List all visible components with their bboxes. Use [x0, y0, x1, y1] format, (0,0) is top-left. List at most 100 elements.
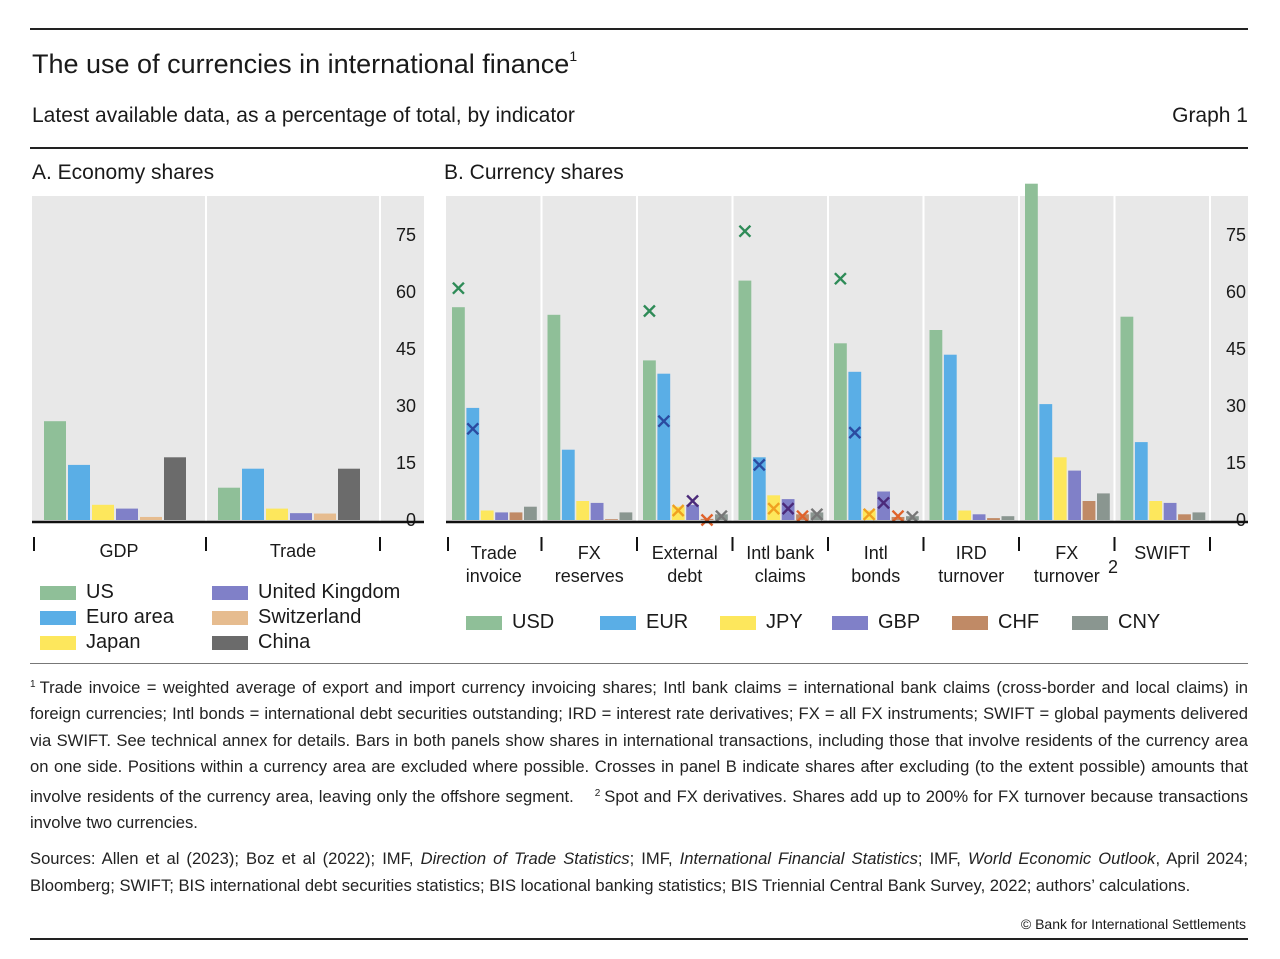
y-tick-label: 0	[1236, 510, 1246, 530]
legend-label-switzerland: Switzerland	[258, 606, 362, 628]
bar-chf-swift	[1178, 514, 1191, 520]
footnote-2-text: Spot and FX derivatives. Shares add up t…	[30, 786, 1248, 833]
bar-gbp-swift	[1163, 502, 1177, 520]
legend-swatch-us	[40, 585, 76, 600]
bar-eur-fx-turnover	[1039, 404, 1053, 520]
cross-gbp-4	[877, 496, 890, 510]
cross-gbp-2	[686, 494, 699, 508]
panel-b-axis-bg	[1210, 196, 1248, 522]
title-footnote-mark: 1	[569, 48, 578, 64]
category-label-intl-line1: Intl	[864, 543, 888, 563]
bar-cny-swift	[1192, 512, 1206, 520]
legend-item-jpy: JPY	[720, 611, 803, 634]
legend-item-euro-area: Euro area	[40, 606, 174, 629]
bar-switzerland-gdp	[140, 516, 162, 520]
bar-jpy-fx-turnover	[1053, 457, 1067, 520]
panel-a-title: A. Economy shares	[32, 161, 215, 184]
bar-eur-external-debt	[657, 373, 671, 520]
legend-item-us: US	[40, 581, 114, 604]
bar-chf-fx-reserves	[605, 519, 618, 520]
category-label-reserves-line2: reserves	[555, 566, 624, 586]
legend-label-usd: USD	[512, 611, 555, 633]
legend-swatch-cny	[1072, 615, 1108, 630]
cross-eur-4	[848, 426, 862, 439]
bar-gbp-ird-turnover	[972, 514, 986, 520]
cross-eur-2	[657, 414, 671, 428]
footnote-2-mark: 2	[594, 787, 601, 799]
legend-label-gbp: GBP	[878, 611, 921, 633]
legend-label-cny: CNY	[1118, 611, 1161, 633]
bar-cny-trade-invoice	[524, 506, 537, 520]
sources-prefix: Sources: Allen et al (2023); Boz et al (…	[30, 849, 414, 868]
legend-item-switzerland: Switzerland	[212, 606, 361, 629]
category-label-trade-line1: Trade	[471, 543, 517, 563]
cross-usd-2	[643, 304, 656, 318]
bar-jpy-trade-invoice	[480, 510, 494, 520]
category-label-turnover-line2: turnover	[938, 566, 1004, 586]
category-footnote-mark: 2	[1108, 557, 1118, 577]
bar-chf-intl-bonds	[891, 516, 905, 520]
legend-label-us: US	[86, 581, 114, 603]
legend-label-eur: EUR	[646, 611, 689, 633]
bar-eur-ird-turnover	[943, 354, 957, 520]
sources-sep-2: ; IMF,	[917, 849, 961, 868]
graph-number: Graph 1	[1172, 104, 1248, 127]
subtitle: Latest available data, as a percentage o…	[32, 104, 575, 127]
bar-jpy-fx-reserves	[576, 501, 590, 520]
bar-usd-external-debt	[643, 360, 656, 520]
bar-united-kingdom-gdp	[116, 508, 138, 520]
legend-item-united-kingdom: United Kingdom	[212, 581, 400, 604]
bar-usd-fx-turnover	[1025, 183, 1038, 520]
panel-b-chart: 0 15 30 45 60 75 Trade invoice FX reserves Externa…	[446, 183, 1248, 586]
bar-chf-trade-invoice	[509, 512, 523, 520]
category-label-gdp: GDP	[99, 541, 138, 561]
legend-label-china: China	[258, 631, 311, 653]
bottom-rule	[30, 938, 1248, 940]
bar-usd-swift	[1120, 316, 1134, 520]
sources-suffix: , April 2024; Bloomberg; SWIFT; BIS inte…	[30, 849, 1248, 895]
sources: Sources: Allen et al (2023); Boz et al (…	[30, 845, 1248, 899]
legend-swatch-eur	[600, 615, 636, 630]
legend-swatch-chf	[952, 615, 988, 630]
panel-b-title: B. Currency shares	[444, 161, 624, 184]
legend-item-china: China	[212, 631, 310, 654]
category-label-invoice-line2: invoice	[466, 566, 522, 586]
category-label-turnover-line2: turnover	[1034, 566, 1100, 586]
footnote-1-text: Trade invoice = weighted average of expo…	[30, 678, 1248, 806]
bar-usd-trade-invoice	[452, 307, 465, 520]
y-tick-label: 60	[396, 282, 416, 302]
bar-us-trade	[218, 487, 240, 520]
legend-label-euro-area: Euro area	[86, 606, 174, 628]
bar-eur-fx-reserves	[561, 449, 575, 520]
bar-euro-area-trade	[242, 468, 264, 520]
legend-swatch-euro-area	[40, 610, 76, 625]
legend-item-gbp: GBP	[832, 611, 920, 634]
panel-a-chart: 0 15 30 45 60 75 GDP Trade	[32, 196, 424, 561]
category-label-fx-line1: FX	[578, 543, 601, 563]
legend-item-cny: CNY	[1072, 611, 1160, 634]
panel-a-axis-bg	[380, 196, 424, 522]
bar-china-gdp	[164, 457, 186, 520]
cross-jpy-3	[767, 502, 781, 515]
y-tick-label: 45	[396, 339, 416, 359]
y-tick-label: 15	[1226, 453, 1246, 473]
category-label-trade: Trade	[270, 541, 316, 561]
bar-usd-ird-turnover	[929, 330, 943, 520]
cross-chf-2	[700, 513, 714, 527]
legend-label-jpy: JPY	[766, 611, 803, 633]
footnote-1-mark: 1	[30, 679, 36, 690]
y-tick-label: 75	[1226, 225, 1246, 245]
category-label-swift-line1: SWIFT	[1134, 543, 1190, 563]
top-rule	[30, 28, 1248, 30]
category-label-intl-bank-line1: Intl bank	[746, 543, 815, 563]
bar-jpy-swift	[1149, 501, 1163, 520]
legend-label-chf: CHF	[998, 611, 1040, 633]
legend-item-chf: CHF	[952, 611, 1039, 634]
bar-eur-swift	[1134, 442, 1148, 520]
cross-usd-3	[738, 224, 752, 238]
category-label-fx-line1: FX	[1055, 543, 1078, 563]
bar-gbp-external-debt	[686, 504, 699, 520]
charts-svg: 0 15 30 45 60 75 GDP Trade 0 15 30 45 60 75 Trade invo…	[32, 183, 1248, 586]
y-tick-label: 0	[406, 510, 416, 530]
bar-jpy-external-debt	[671, 506, 685, 520]
